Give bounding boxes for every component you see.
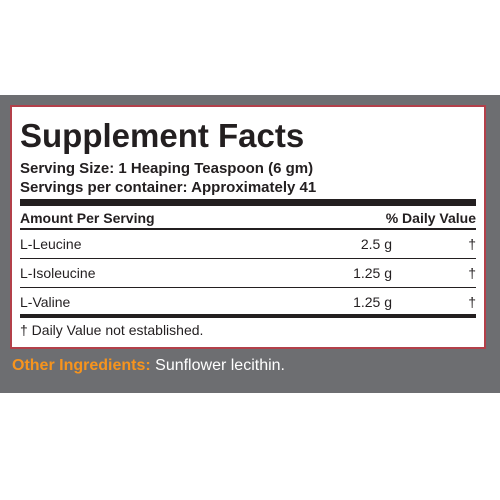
servings-per-container: Servings per container: Approximately 41 xyxy=(20,179,317,196)
nutrient-amount: 1.25 g xyxy=(353,294,392,310)
rule xyxy=(20,287,476,288)
other-ingredients: Other Ingredients: Sunflower lecithin. xyxy=(12,357,285,375)
daily-value: † xyxy=(468,236,476,252)
daily-value: † xyxy=(468,265,476,281)
nutrient-name: L-Leucine xyxy=(20,236,82,252)
rule xyxy=(20,228,476,230)
other-ingredients-text: Sunflower lecithin. xyxy=(155,357,285,374)
nutrient-name: L-Valine xyxy=(20,294,71,310)
column-header: % Daily Value xyxy=(385,210,476,226)
nutrient-amount: 2.5 g xyxy=(360,236,392,252)
panel-title: Supplement Facts xyxy=(20,117,305,154)
footnote: † Daily Value not established. xyxy=(20,322,204,338)
nutrient-name: L-Isoleucine xyxy=(20,265,96,281)
serving-size: Serving Size: 1 Heaping Teaspoon (6 gm) xyxy=(20,160,314,177)
nutrient-amount: 1.25 g xyxy=(353,265,392,281)
other-ingredients-label: Other Ingredients: xyxy=(12,357,151,374)
rule xyxy=(20,258,476,259)
thick-rule xyxy=(20,199,476,206)
daily-value: † xyxy=(468,294,476,310)
facts-panel: Supplement Facts Serving Size: 1 Heaping… xyxy=(10,105,486,349)
column-header: Amount Per Serving xyxy=(20,210,155,226)
thick-rule xyxy=(20,314,476,318)
